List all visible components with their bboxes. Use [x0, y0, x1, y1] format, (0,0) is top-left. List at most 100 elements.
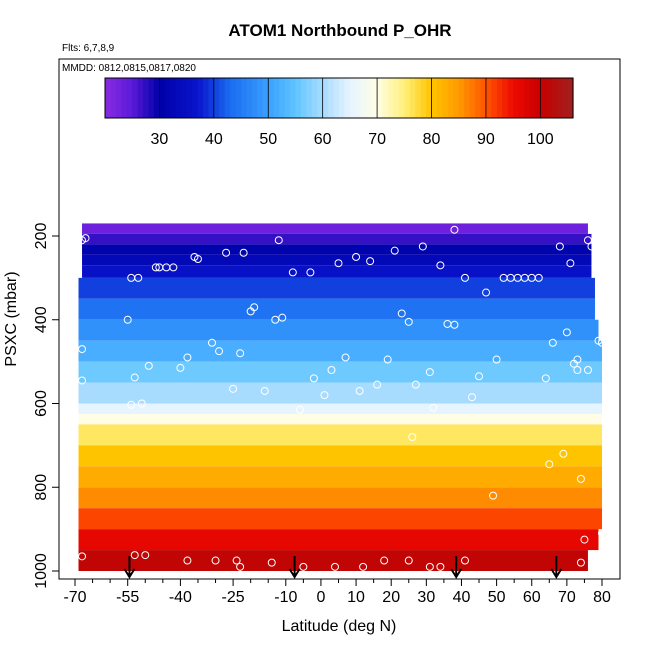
down-arrow-icon [450, 556, 463, 579]
data-point [306, 268, 315, 277]
heatmap-layer [78, 319, 599, 341]
data-point [78, 376, 87, 385]
colorbar-swatch [126, 78, 133, 118]
data-point [215, 347, 224, 356]
data-point [260, 386, 269, 395]
x-tick-label: -25 [222, 589, 245, 606]
data-point [541, 374, 550, 383]
colorbar-swatch [502, 78, 509, 118]
data-point [580, 535, 589, 544]
data-point [583, 236, 592, 245]
data-point [327, 366, 336, 374]
colorbar-swatch [110, 78, 117, 118]
heatmap-layer [78, 361, 603, 383]
colorbar-tick-label: 100 [527, 131, 554, 148]
data-point [78, 552, 87, 561]
data-point [460, 556, 469, 565]
colorbar-swatch [415, 78, 422, 118]
x-tick-label: 30 [417, 589, 435, 606]
data-point [267, 558, 276, 567]
colorbar-swatch [132, 78, 139, 118]
data-point [450, 225, 459, 234]
colorbar-swatch [251, 78, 258, 118]
data-point [598, 529, 606, 538]
colorbar-swatch [458, 78, 465, 118]
heatmap-layer [78, 466, 603, 488]
down-arrow-icon [550, 556, 563, 579]
colorbar-swatch [562, 78, 569, 118]
heatmap-layer [82, 233, 592, 245]
colorbar-swatch [360, 78, 367, 118]
colorbar-swatch [164, 78, 171, 118]
data-point [475, 372, 484, 381]
colorbar-tick-label: 80 [423, 131, 441, 148]
colorbar-swatch [426, 78, 433, 118]
colorbar-swatch [153, 78, 161, 118]
data-point [78, 345, 87, 354]
colorbar-swatch [447, 78, 454, 118]
data-point [81, 234, 90, 243]
colorbar-swatch [431, 78, 438, 118]
colorbar-swatch [496, 78, 503, 118]
data-point [341, 353, 350, 362]
colorbar-swatch [377, 78, 384, 118]
x-tick-label: -40 [169, 589, 192, 606]
data-point [373, 380, 382, 389]
heatmap-layer [78, 424, 603, 446]
colorbar-swatch [529, 78, 536, 118]
colorbar-swatch [339, 78, 346, 118]
heatmap-layer [78, 340, 603, 362]
colorbar-swatch [355, 78, 362, 118]
colorbar-swatch [464, 78, 471, 118]
data-point [366, 257, 375, 266]
data-point [573, 355, 582, 364]
data-point [130, 373, 139, 382]
colorbar: 30 40 50 60 70 80 90 100 [104, 77, 574, 148]
colorbar-swatch [344, 78, 351, 118]
colorbar-swatch [284, 78, 291, 118]
data-point [141, 551, 150, 560]
data-point [404, 556, 413, 565]
dates-subtitle: MMDD: 0812,0815,0817,0820 [62, 63, 196, 74]
colorbar-tick-label: 30 [151, 131, 169, 148]
data-point [429, 403, 438, 412]
data-point [334, 259, 343, 268]
heatmap-layer [78, 277, 595, 299]
data-point [380, 556, 389, 565]
data-point [404, 317, 413, 326]
data-point [127, 400, 136, 409]
colorbar-swatch [475, 78, 482, 118]
colorbar-swatch [230, 78, 237, 118]
colorbar-swatch [349, 78, 356, 118]
data-point [411, 380, 420, 389]
colorbar-swatch [268, 78, 275, 118]
colorbar-swatch [317, 78, 324, 118]
data-point [250, 303, 259, 312]
colorbar-swatch [273, 78, 280, 118]
colorbar-swatch [328, 78, 335, 118]
colorbar-swatch [262, 78, 269, 118]
colorbar-swatch [366, 78, 373, 118]
colorbar-swatch [235, 78, 242, 118]
data-point [288, 268, 297, 277]
data-point [436, 562, 445, 571]
colorbar-swatch [513, 78, 520, 118]
colorbar-swatch [545, 78, 552, 118]
data-point [482, 288, 491, 297]
heatmap-layer [78, 445, 603, 467]
colorbar-swatch [257, 78, 264, 118]
colorbar-swatch [507, 78, 514, 118]
data-point [425, 562, 434, 571]
chart-title: ATOM1 Northbound P_OHR [228, 21, 451, 40]
x-axis: -70 -55 -40 -25 -10 0 10 20 30 40 50 60 70 80 [63, 579, 611, 606]
colorbar-swatch [213, 78, 220, 118]
heatmap-layers [78, 223, 603, 571]
data-point [534, 273, 543, 282]
data-point [562, 328, 571, 337]
colorbar-swatch [556, 78, 563, 118]
colorbar-swatch [485, 78, 492, 118]
colorbar-swatch [393, 78, 400, 118]
colorbar-swatch [322, 78, 329, 118]
colorbar-swatch [398, 78, 405, 118]
